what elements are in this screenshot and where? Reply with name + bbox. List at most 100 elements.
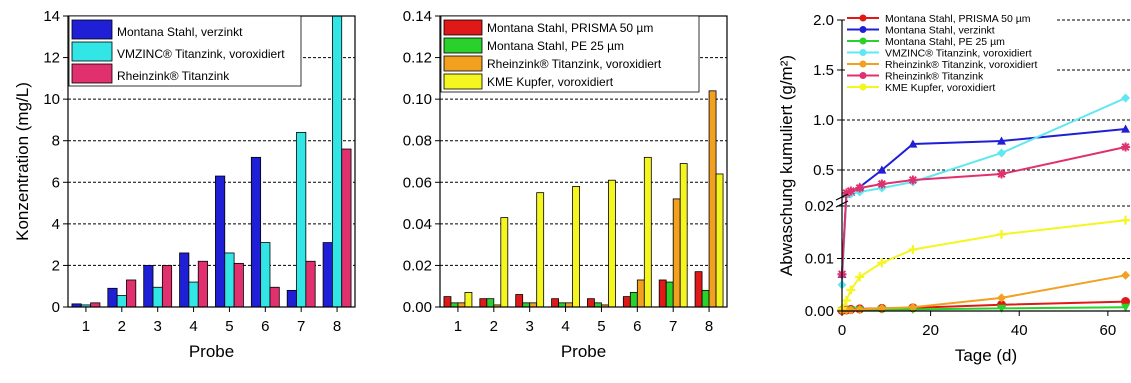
point-3-7 [1121,93,1131,103]
y-axis-label-2: Abwaschung kumuliert (g/m²) [777,55,796,276]
bar-0-1-6 [296,131,307,308]
point-2-6 [997,304,1007,313]
series-line-1 [841,128,1126,275]
xtick-label-0-3: 4 [189,318,197,335]
bar-0-2-4 [233,262,244,308]
bar-1-0-7 [694,271,703,308]
bar-1-2-3 [565,302,573,308]
point-4-6 [997,293,1007,303]
xtick-label-0-5: 6 [261,318,269,335]
xtick-label-1-6: 7 [669,318,677,335]
bar-0-1-5 [260,242,271,308]
point-5-3 [855,183,865,193]
ytick-label-0-5: 10 [43,91,60,108]
bar-1-1-5 [629,292,638,308]
ytick-label-1-5: 0.10 [403,91,432,108]
point-1-6 [997,136,1007,145]
bar-0-2-0 [90,302,101,308]
legend-marker-2-5 [859,72,867,79]
ytick-label-2-l0: 0.00 [805,303,834,320]
series-line-3 [841,97,1127,285]
point-5-6 [997,169,1007,179]
point-5-7 [1121,142,1131,152]
xtick-label-2-1: 20 [922,322,939,339]
legend-label-1-2: Rheinzink® Titanzink, voroxidiert [487,57,662,71]
legend-label-2-2: Montana Stahl, PE 25 µm [885,36,1005,48]
legend-label-2-4: Rheinzink® Titanzink, voroxidiert [885,59,1038,71]
point-6-5 [908,245,918,255]
legend-label-1-1: Montana Stahl, PE 25 µm [487,39,624,53]
bar-1-2-7 [708,90,717,308]
point-2-7 [1121,303,1131,312]
ytick-label-1-2: 0.04 [403,216,432,233]
bar-0-0-5 [250,156,262,308]
bar-1-0-5 [622,296,631,308]
legend-marker-2-2 [859,37,867,45]
ytick-label-1-7: 0.14 [403,8,432,25]
point-1-4 [877,165,887,174]
point-6-3 [855,272,865,282]
xtick-label-0-1: 2 [118,318,126,335]
legend-label-0-2: Rheinzink® Titanzink [117,69,230,83]
ytick-label-2-u1: 0.5 [813,162,834,179]
point-5-4 [877,179,887,189]
bar-1-0-6 [658,279,667,308]
xtick-label-0-0: 1 [82,318,90,335]
point-4-2 [846,305,856,315]
bar-1-0-0 [443,296,452,308]
bar-1-2-2 [529,302,538,308]
ytick-label-1-6: 0.12 [403,50,432,67]
series-line-5 [841,146,1126,275]
legend-marker-2-0 [859,14,867,22]
legend-label-1-3: KME Kupfer, voroxidiert [487,75,614,89]
legend-label-2-0: Montana Stahl, PRISMA 50 µm [885,13,1031,25]
point-5-5 [908,175,918,185]
x-axis-label-1: Probe [561,342,606,361]
bar-0-2-2 [161,265,173,308]
legend-swatch-1-3 [443,73,483,90]
bar-1-0-2 [515,294,524,308]
point-4-3 [855,304,865,314]
bar-1-3-0 [464,292,473,308]
xtick-label-1-5: 6 [633,318,641,335]
bar-1-3-3 [572,186,580,308]
legend-marker-2-1 [859,26,867,33]
bar-1-2-6 [672,198,681,308]
series-line-6 [841,219,1126,309]
legend-swatch-0-2 [71,63,113,84]
bar-0-1-7 [331,15,343,308]
bar-1-3-2 [536,192,545,308]
xtick-label-1-1: 2 [490,318,498,335]
bar-0-1-4 [224,252,235,308]
point-6-6 [997,229,1007,239]
bar-0-0-7 [322,242,333,308]
point-1-7 [1121,124,1131,133]
bar-1-2-0 [457,302,466,308]
bar-1-0-3 [551,298,559,308]
xtick-label-1-3: 4 [561,318,569,335]
xtick-label-2-2: 40 [1011,322,1028,339]
legend-swatch-0-0 [71,19,113,40]
y-axis-label-0: Konzentration (mg/L) [13,82,32,241]
point-5-1 [841,188,851,198]
legend-label-1-0: Montana Stahl, PRISMA 50 µm [487,21,653,35]
legend-label-2-6: KME Kupfer, voroxidiert [885,82,995,94]
bar-0-0-2 [143,265,154,308]
ytick-label-0-6: 12 [43,50,60,67]
point-6-7 [1121,215,1131,225]
legend-label-0-1: VMZINC® Titanzink, voroxidiert [117,47,285,61]
ytick-label-0-7: 14 [43,8,60,25]
ytick-label-0-0: 0 [52,299,60,316]
ytick-label-2-u3: 1.5 [813,62,834,79]
bar-1-0-1 [479,298,488,308]
bar-1-1-2 [522,302,531,308]
bar-1-3-6 [679,163,688,308]
bar-1-1-4 [594,302,602,308]
ytick-label-2-u0: 0.02 [805,198,834,215]
xtick-label-1-0: 1 [454,318,462,335]
xtick-label-0-6: 7 [297,318,305,335]
legend-label-2-5: Rheinzink® Titanzink [885,71,984,83]
bar-1-1-3 [558,302,566,308]
